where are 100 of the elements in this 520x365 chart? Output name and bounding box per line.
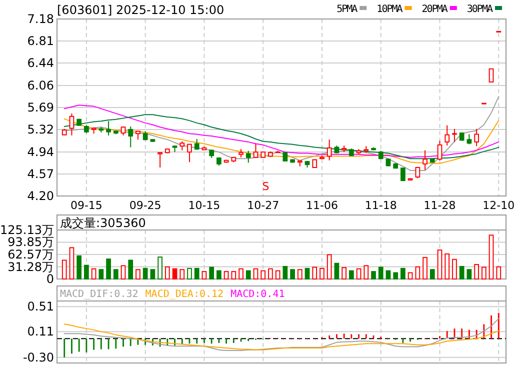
bar bbox=[415, 266, 420, 280]
y-tick-label: 6.81 bbox=[27, 34, 54, 48]
bar bbox=[238, 268, 244, 280]
bar bbox=[187, 268, 192, 280]
y-tick-label: 31.28万 bbox=[8, 260, 54, 274]
y-tick-label: 5.32 bbox=[27, 122, 54, 136]
bar bbox=[437, 250, 442, 280]
candlestick bbox=[187, 144, 192, 163]
x-tick-label: 10-27 bbox=[247, 199, 280, 212]
bar bbox=[444, 253, 450, 280]
bar bbox=[282, 266, 288, 280]
y-tick-label: 7.18 bbox=[27, 12, 54, 26]
candlestick bbox=[452, 128, 457, 142]
bar bbox=[158, 256, 162, 280]
y-tick-label: 6.06 bbox=[27, 78, 54, 93]
bar bbox=[106, 258, 111, 280]
bar bbox=[326, 254, 332, 280]
annotation: S bbox=[262, 180, 270, 193]
legend-label: 30PMA bbox=[466, 4, 493, 15]
bar bbox=[386, 270, 391, 280]
bar bbox=[253, 268, 258, 280]
bar bbox=[371, 271, 376, 280]
y-tick-label: 4.20 bbox=[27, 189, 54, 203]
y-tick-label: 0.11 bbox=[27, 324, 54, 339]
bar bbox=[320, 268, 324, 280]
y-tick-label: 6.44 bbox=[27, 56, 54, 70]
candlestick bbox=[437, 140, 442, 161]
bar bbox=[393, 272, 398, 280]
candlestick bbox=[488, 68, 494, 82]
bar bbox=[231, 271, 236, 280]
bar bbox=[91, 268, 96, 280]
y-tick-label: 93.85万 bbox=[8, 235, 54, 250]
candlestick bbox=[158, 152, 162, 168]
bar bbox=[459, 266, 464, 280]
candlestick bbox=[253, 143, 258, 158]
bar bbox=[430, 269, 435, 280]
text: MACD_DIF:0.32 bbox=[60, 289, 138, 300]
bar bbox=[422, 256, 428, 280]
bar bbox=[216, 270, 222, 280]
x-tick-label: 11-18 bbox=[364, 199, 397, 212]
bar bbox=[136, 269, 140, 280]
bar bbox=[150, 269, 156, 280]
bar bbox=[120, 265, 126, 280]
x-tick-label: 09-15 bbox=[70, 199, 102, 212]
bar bbox=[164, 266, 170, 280]
chart-title: [603601] 2025-12-10 15:00 bbox=[57, 3, 224, 17]
bar bbox=[113, 269, 118, 280]
bar bbox=[194, 268, 200, 280]
bar bbox=[62, 260, 67, 280]
bar bbox=[172, 268, 178, 280]
x-tick-label: 11-28 bbox=[424, 199, 456, 212]
y-tick-label: 62.57万 bbox=[8, 248, 54, 262]
y-tick-label: 4.94 bbox=[27, 145, 54, 160]
bar bbox=[304, 268, 310, 280]
bar bbox=[312, 266, 318, 280]
candlestick bbox=[444, 124, 450, 146]
bar bbox=[334, 262, 340, 280]
candlestick bbox=[246, 150, 251, 164]
bar bbox=[260, 270, 266, 280]
line-series bbox=[64, 324, 500, 350]
bar bbox=[275, 270, 280, 280]
legend-label: 10PMA bbox=[376, 4, 403, 15]
y-tick-label: 4.57 bbox=[27, 167, 54, 182]
bar bbox=[342, 267, 346, 280]
bar bbox=[224, 271, 229, 280]
bar bbox=[348, 270, 354, 280]
line-series bbox=[64, 318, 500, 351]
bar bbox=[364, 265, 369, 280]
candlestick bbox=[128, 126, 134, 148]
x-tick-label: 09-25 bbox=[129, 199, 162, 212]
x-tick-label: 11-06 bbox=[306, 199, 338, 212]
bar bbox=[481, 266, 486, 280]
candlestick bbox=[466, 134, 472, 145]
candlestick bbox=[422, 150, 428, 170]
candlestick bbox=[474, 128, 479, 147]
bar bbox=[290, 269, 295, 280]
bar bbox=[98, 269, 104, 280]
x-tick-label: 12-10 bbox=[482, 199, 515, 212]
text: MACD:0.41 bbox=[230, 289, 285, 300]
y-tick-label: -0.30 bbox=[22, 350, 54, 364]
bar bbox=[474, 264, 479, 280]
bar bbox=[142, 268, 148, 280]
y-tick-label: 0.51 bbox=[27, 300, 54, 314]
bar bbox=[69, 247, 74, 280]
y-tick-label: 0 bbox=[46, 272, 54, 286]
bar bbox=[128, 260, 134, 280]
bar bbox=[209, 266, 214, 280]
bar bbox=[268, 268, 273, 280]
bar bbox=[466, 269, 472, 280]
bar bbox=[378, 266, 384, 280]
bar bbox=[84, 264, 89, 280]
bar bbox=[180, 269, 185, 280]
bar bbox=[202, 271, 207, 280]
candlestick bbox=[69, 112, 74, 136]
legend-label: 5PMA bbox=[336, 4, 358, 15]
bar bbox=[452, 258, 457, 280]
chart-title: 成交量:305360 bbox=[60, 216, 146, 230]
bar bbox=[400, 268, 406, 280]
bar bbox=[408, 272, 413, 280]
legend-label: 20PMA bbox=[422, 4, 448, 15]
